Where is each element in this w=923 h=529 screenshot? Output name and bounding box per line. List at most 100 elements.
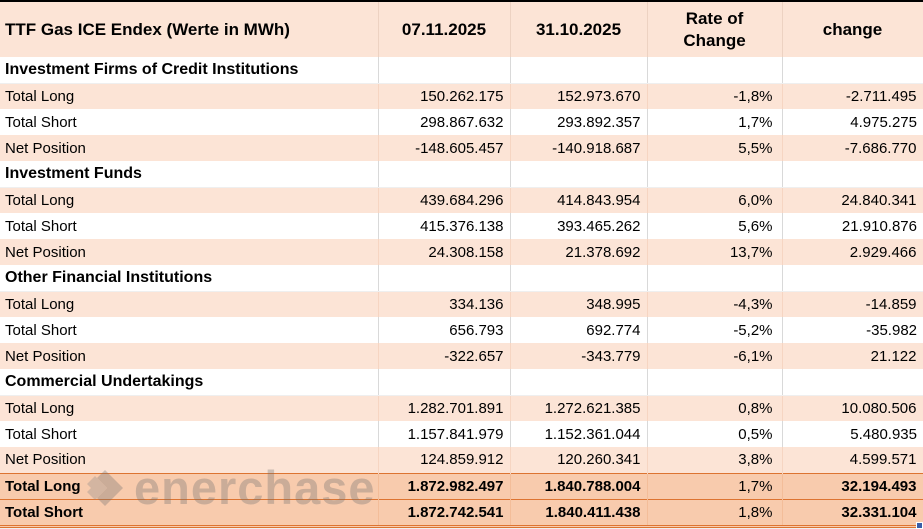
previous-value-cell[interactable]: 348.995 [510, 291, 648, 317]
rate-of-change-cell[interactable]: 3,8% [647, 447, 783, 473]
empty-cell[interactable] [647, 265, 783, 292]
previous-value-cell[interactable]: 21.378.692 [510, 239, 648, 265]
row-label-cell[interactable]: Total Short [0, 498, 379, 525]
previous-value-cell[interactable]: 152.973.670 [510, 83, 648, 109]
empty-cell[interactable] [782, 161, 923, 188]
rate-of-change-cell[interactable]: 5,5% [647, 135, 783, 161]
current-value-cell[interactable]: 1.872.742.541 [378, 498, 511, 525]
header-previous-date-cell[interactable]: 31.10.2025 [510, 2, 648, 57]
rate-of-change-cell[interactable]: 1,7% [647, 109, 783, 135]
rate-of-change-cell[interactable]: -5,2% [647, 317, 783, 343]
table-row: Net Position -322.657 -343.779 -6,1% 21.122 [0, 343, 923, 369]
current-value-cell[interactable]: -322.657 [378, 343, 511, 369]
previous-value-cell[interactable]: 1.840.411.438 [510, 498, 648, 525]
section-name-cell[interactable]: Other Financial Institutions [0, 265, 379, 292]
section-name-cell[interactable]: Investment Firms of Credit Institutions [0, 57, 379, 84]
row-label-cell[interactable]: Net Position [0, 343, 379, 369]
change-value-cell[interactable]: -14.859 [782, 291, 923, 317]
current-value-cell[interactable]: 24.308.158 [378, 239, 511, 265]
rate-of-change-cell[interactable]: 13,7% [647, 239, 783, 265]
current-value-cell[interactable]: 334.136 [378, 291, 511, 317]
change-value-cell[interactable]: 10.080.506 [782, 395, 923, 421]
rate-of-change-cell[interactable]: -6,1% [647, 343, 783, 369]
section-name-cell[interactable]: Commercial Undertakings [0, 369, 379, 396]
previous-value-cell[interactable]: -140.918.687 [510, 135, 648, 161]
empty-cell[interactable] [647, 57, 783, 84]
empty-cell[interactable] [647, 161, 783, 188]
row-label-cell[interactable]: Net Position [0, 447, 379, 473]
empty-cell[interactable] [378, 57, 511, 84]
previous-value-cell[interactable]: 1.272.621.385 [510, 395, 648, 421]
previous-value-cell[interactable]: 293.892.357 [510, 109, 648, 135]
change-value-cell[interactable]: 32.194.493 [782, 472, 923, 499]
header-rate-of-change-cell[interactable]: Rate of Change [647, 2, 783, 57]
table-row: Total Short 1.157.841.979 1.152.361.044 0,5… [0, 421, 923, 447]
row-label-cell[interactable]: Total Long [0, 395, 379, 421]
change-value-cell[interactable]: -7.686.770 [782, 135, 923, 161]
change-value-cell[interactable]: -35.982 [782, 317, 923, 343]
total-row: Total Long 1.872.982.497 1.840.788.004 1,7%… [0, 472, 923, 499]
change-value-cell[interactable]: 32.331.104 [782, 498, 923, 525]
excel-fill-handle[interactable] [916, 522, 923, 529]
row-label-cell[interactable]: Total Long [0, 83, 379, 109]
table-title-cell[interactable]: TTF Gas ICE Endex (Werte in MWh) [0, 2, 379, 57]
previous-value-cell[interactable]: 414.843.954 [510, 187, 648, 213]
previous-value-cell[interactable]: 393.465.262 [510, 213, 648, 239]
previous-value-cell[interactable]: -343.779 [510, 343, 648, 369]
row-label-cell[interactable]: Total Long [0, 187, 379, 213]
row-label-cell[interactable]: Total Long [0, 472, 379, 499]
section-name-cell[interactable]: Investment Funds [0, 161, 379, 188]
current-value-cell[interactable]: 439.684.296 [378, 187, 511, 213]
previous-value-cell[interactable]: 120.260.341 [510, 447, 648, 473]
row-label-cell[interactable]: Total Short [0, 317, 379, 343]
row-label-cell[interactable]: Total Long [0, 291, 379, 317]
previous-value-cell[interactable]: 692.774 [510, 317, 648, 343]
rate-of-change-cell[interactable]: 0,5% [647, 421, 783, 447]
current-value-cell[interactable]: 124.859.912 [378, 447, 511, 473]
rate-of-change-cell[interactable]: -1,8% [647, 83, 783, 109]
current-value-cell[interactable]: 415.376.138 [378, 213, 511, 239]
row-label-cell[interactable]: Net Position [0, 239, 379, 265]
current-value-cell[interactable]: 1.872.982.497 [378, 472, 511, 499]
rate-of-change-cell[interactable]: 1,8% [647, 498, 783, 525]
previous-value-cell[interactable]: 1.152.361.044 [510, 421, 648, 447]
change-value-cell[interactable]: 4.599.571 [782, 447, 923, 473]
empty-cell[interactable] [782, 369, 923, 396]
current-value-cell[interactable]: 150.262.175 [378, 83, 511, 109]
empty-cell[interactable] [378, 161, 511, 188]
row-label-cell[interactable]: Total Short [0, 421, 379, 447]
empty-cell[interactable] [378, 369, 511, 396]
current-value-cell[interactable]: 298.867.632 [378, 109, 511, 135]
change-value-cell[interactable]: 21.910.876 [782, 213, 923, 239]
empty-cell[interactable] [510, 57, 648, 84]
empty-cell[interactable] [510, 265, 648, 292]
header-change-cell[interactable]: change [782, 2, 923, 57]
rate-of-change-cell[interactable]: 5,6% [647, 213, 783, 239]
rate-of-change-cell[interactable]: 0,8% [647, 395, 783, 421]
header-current-date-cell[interactable]: 07.11.2025 [378, 2, 511, 57]
empty-cell[interactable] [510, 161, 648, 188]
row-label-cell[interactable]: Total Short [0, 213, 379, 239]
section-header-row: Other Financial Institutions [0, 265, 923, 292]
change-value-cell[interactable]: 5.480.935 [782, 421, 923, 447]
change-value-cell[interactable]: 24.840.341 [782, 187, 923, 213]
rate-of-change-cell[interactable]: 6,0% [647, 187, 783, 213]
empty-cell[interactable] [510, 369, 648, 396]
empty-cell[interactable] [378, 265, 511, 292]
change-value-cell[interactable]: 4.975.275 [782, 109, 923, 135]
current-value-cell[interactable]: 656.793 [378, 317, 511, 343]
empty-cell[interactable] [647, 369, 783, 396]
change-value-cell[interactable]: 21.122 [782, 343, 923, 369]
rate-of-change-cell[interactable]: -4,3% [647, 291, 783, 317]
row-label-cell[interactable]: Total Short [0, 109, 379, 135]
current-value-cell[interactable]: 1.157.841.979 [378, 421, 511, 447]
row-label-cell[interactable]: Net Position [0, 135, 379, 161]
empty-cell[interactable] [782, 57, 923, 84]
rate-of-change-cell[interactable]: 1,7% [647, 472, 783, 499]
change-value-cell[interactable]: 2.929.466 [782, 239, 923, 265]
change-value-cell[interactable]: -2.711.495 [782, 83, 923, 109]
current-value-cell[interactable]: -148.605.457 [378, 135, 511, 161]
empty-cell[interactable] [782, 265, 923, 292]
previous-value-cell[interactable]: 1.840.788.004 [510, 472, 648, 499]
current-value-cell[interactable]: 1.282.701.891 [378, 395, 511, 421]
